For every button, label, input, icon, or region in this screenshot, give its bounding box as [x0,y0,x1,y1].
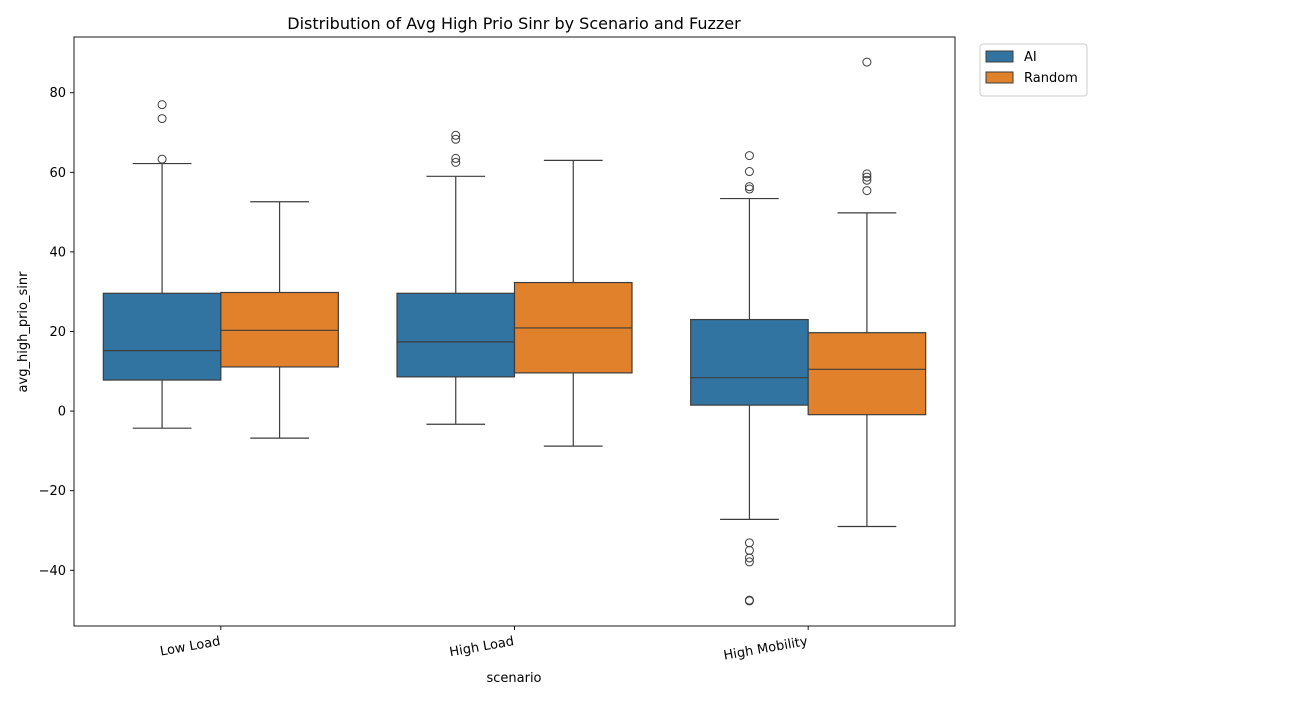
outlier-point [157,154,167,164]
outlier-point [744,184,754,194]
outlier-point [157,114,167,124]
legend-swatch-random [985,71,1014,84]
outlier-point [451,134,461,144]
y-tick-label: 0 [58,405,66,420]
x-tick-label: Low Load [159,634,222,659]
outlier-point [862,186,872,196]
box-group-random [513,159,633,447]
plot-area: −40 −20 0 20 40 60 80 Low Load High Load High Mob… [39,36,956,664]
box-iqr-ai [690,318,809,406]
box-group-ai [102,100,222,429]
legend-label-ai: AI [1024,50,1037,65]
outlier-point [451,130,461,140]
outlier-point [744,538,754,548]
chart-title: Distribution of Avg High Prio Sinr by Sc… [287,14,741,33]
legend-swatch-ai [985,50,1014,63]
y-tick-label: 60 [49,166,66,181]
outlier-point [157,100,167,110]
box-iqr-ai [102,292,222,381]
outlier-point [451,153,461,163]
box-group-ai [396,130,516,425]
x-tick-label: High Load [448,634,515,660]
x-axis-label: scenario [486,671,541,686]
box-group-random [220,201,339,439]
outlier-point [744,596,754,606]
y-tick-label: 20 [49,325,66,340]
outlier-point [744,182,754,192]
y-tick-label: −20 [39,484,66,499]
box-group-ai [690,151,809,606]
box-iqr-ai [396,292,516,378]
outlier-point [744,167,754,177]
outlier-point [744,553,754,563]
outlier-point [451,157,461,167]
y-tick-label: 80 [49,86,66,101]
outlier-point [862,57,872,67]
y-axis-label: avg_high_prio_sinr [16,271,31,393]
legend: AI Random [979,43,1088,97]
outlier-point [744,151,754,161]
y-tick-label: −40 [39,564,66,579]
box-group-random [807,57,927,528]
x-tick-label: High Mobility [722,634,809,664]
outlier-point [744,545,754,555]
outlier-point [862,172,872,182]
y-tick-label: 40 [49,245,66,260]
box-iqr-random [807,332,927,416]
outlier-point [744,557,754,567]
outlier-point [862,175,872,185]
outlier-point [862,169,872,179]
legend-label-random: Random [1024,71,1078,86]
